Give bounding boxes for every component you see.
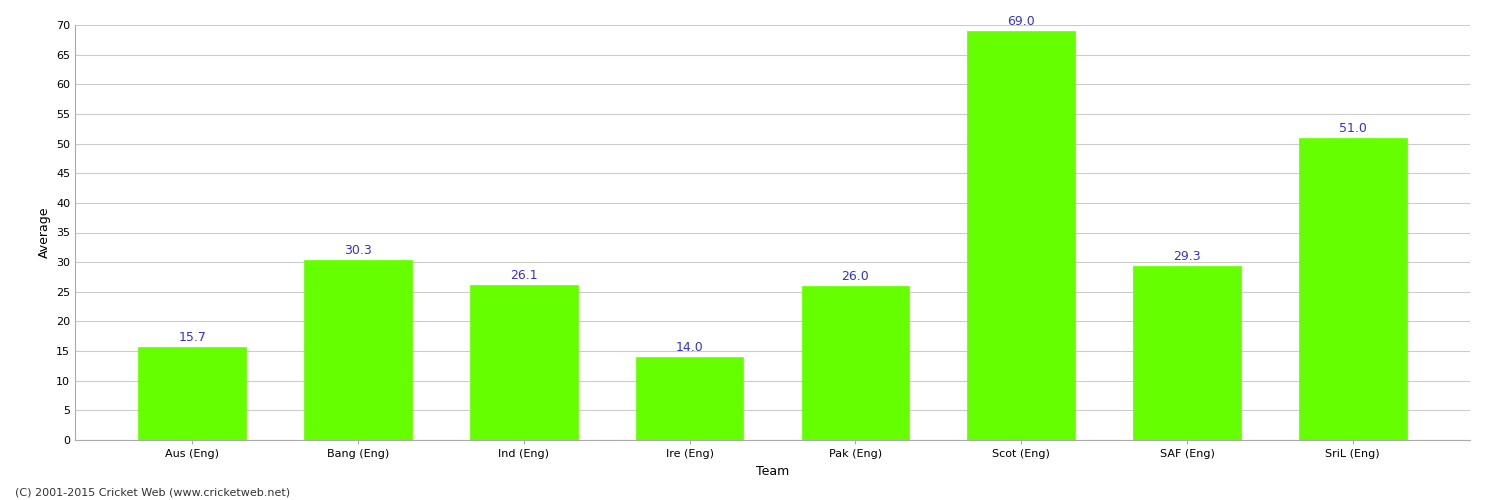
Bar xyxy=(304,260,412,440)
Text: 69.0: 69.0 xyxy=(1008,15,1035,28)
Text: 29.3: 29.3 xyxy=(1173,250,1202,264)
Bar xyxy=(138,347,246,440)
X-axis label: Team: Team xyxy=(756,464,789,477)
Text: (C) 2001-2015 Cricket Web (www.cricketweb.net): (C) 2001-2015 Cricket Web (www.cricketwe… xyxy=(15,488,290,498)
Text: 26.1: 26.1 xyxy=(510,270,537,282)
Bar xyxy=(968,31,1076,440)
Bar xyxy=(801,286,909,440)
Text: 15.7: 15.7 xyxy=(178,331,206,344)
Text: 26.0: 26.0 xyxy=(842,270,870,283)
Bar xyxy=(636,357,744,440)
Text: 30.3: 30.3 xyxy=(344,244,372,258)
Bar xyxy=(1132,266,1240,440)
Y-axis label: Average: Average xyxy=(38,207,51,258)
Bar xyxy=(1299,138,1407,440)
Text: 51.0: 51.0 xyxy=(1340,122,1366,134)
Bar xyxy=(470,286,578,440)
Text: 14.0: 14.0 xyxy=(675,341,704,354)
